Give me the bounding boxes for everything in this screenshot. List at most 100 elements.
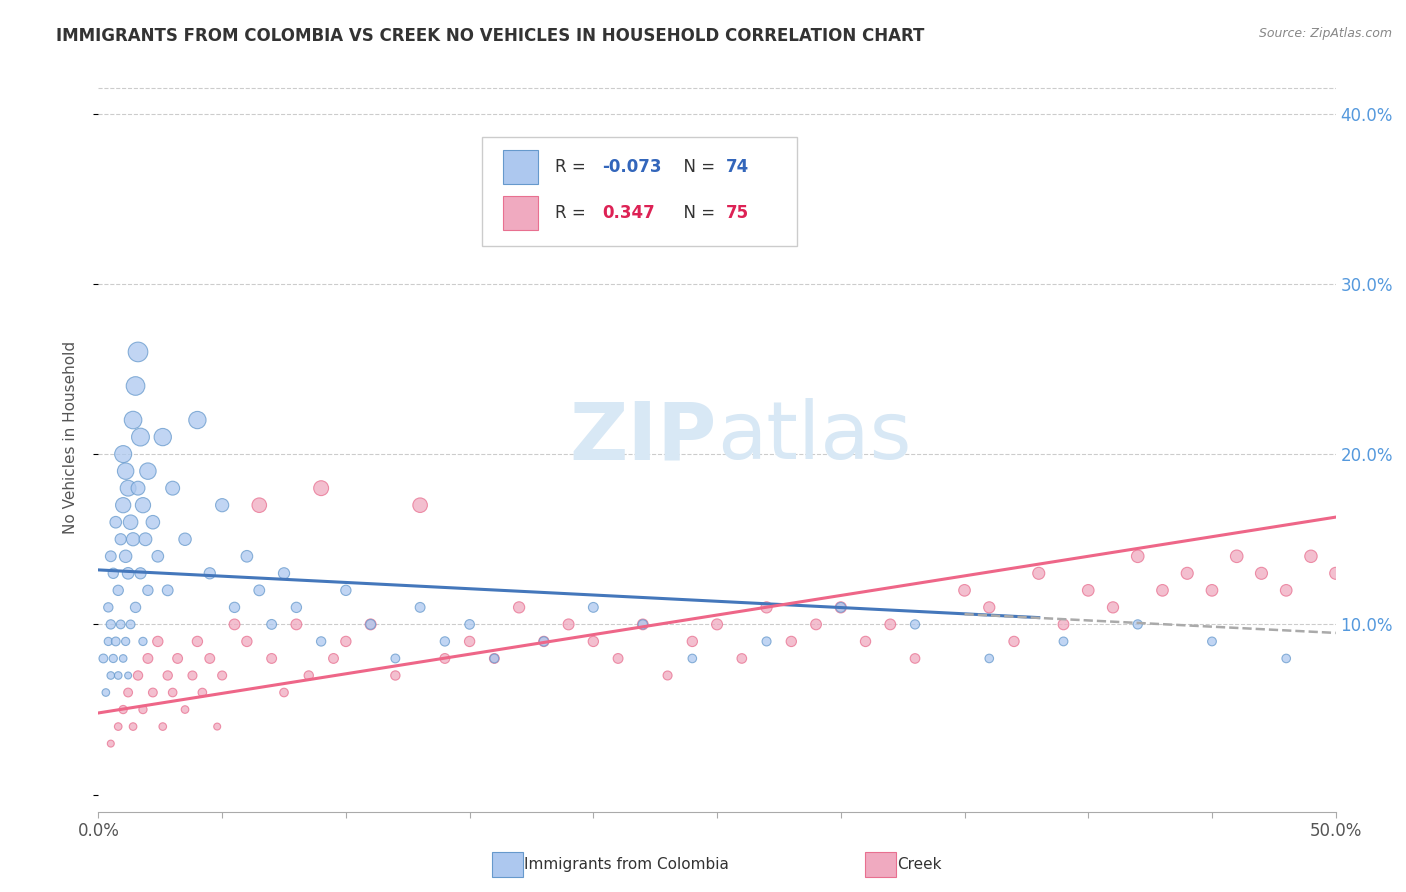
- Point: [879, 617, 901, 632]
- Point: [780, 634, 803, 648]
- Point: [1152, 583, 1174, 598]
- Point: [136, 464, 159, 478]
- Point: [1028, 566, 1050, 581]
- Point: [657, 668, 679, 682]
- Text: 74: 74: [725, 158, 749, 176]
- Text: Source: ZipAtlas.com: Source: ZipAtlas.com: [1258, 27, 1392, 40]
- Point: [152, 720, 174, 734]
- Point: [904, 651, 927, 665]
- Point: [142, 515, 165, 529]
- Point: [322, 651, 344, 665]
- Text: N =: N =: [672, 204, 720, 222]
- Point: [104, 515, 127, 529]
- Point: [236, 549, 259, 564]
- Point: [174, 702, 197, 716]
- Text: IMMIGRANTS FROM COLOMBIA VS CREEK NO VEHICLES IN HOUSEHOLD CORRELATION CHART: IMMIGRANTS FROM COLOMBIA VS CREEK NO VEH…: [56, 27, 925, 45]
- Text: 0.347: 0.347: [602, 204, 655, 222]
- Point: [830, 600, 852, 615]
- Point: [533, 634, 555, 648]
- Point: [107, 668, 129, 682]
- Y-axis label: No Vehicles in Household: No Vehicles in Household: [63, 341, 77, 533]
- Text: Immigrants from Colombia: Immigrants from Colombia: [524, 857, 730, 871]
- Text: atlas: atlas: [717, 398, 911, 476]
- Text: R =: R =: [555, 204, 591, 222]
- Point: [122, 720, 145, 734]
- Point: [1250, 566, 1272, 581]
- Point: [309, 481, 332, 495]
- Point: [146, 634, 169, 648]
- Point: [582, 600, 605, 615]
- Point: [755, 634, 778, 648]
- Point: [236, 634, 259, 648]
- Point: [117, 685, 139, 699]
- Point: [631, 617, 654, 632]
- Point: [508, 600, 530, 615]
- Point: [114, 634, 136, 648]
- Point: [117, 566, 139, 581]
- Point: [1201, 583, 1223, 598]
- Point: [122, 533, 145, 547]
- Point: [755, 600, 778, 615]
- Point: [103, 651, 125, 665]
- Point: [360, 617, 382, 632]
- Point: [1324, 566, 1347, 581]
- Text: -0.073: -0.073: [602, 158, 661, 176]
- Point: [124, 379, 146, 393]
- Point: [100, 617, 122, 632]
- Bar: [503, 196, 537, 230]
- Point: [458, 634, 481, 648]
- Point: [904, 617, 927, 632]
- Point: [298, 668, 321, 682]
- Text: R =: R =: [555, 158, 591, 176]
- Point: [582, 634, 605, 648]
- Point: [156, 668, 179, 682]
- Point: [409, 600, 432, 615]
- Point: [681, 634, 703, 648]
- Point: [120, 617, 142, 632]
- Point: [1350, 533, 1372, 547]
- Point: [93, 651, 115, 665]
- Point: [1399, 533, 1406, 547]
- Point: [129, 430, 152, 444]
- Text: Creek: Creek: [897, 857, 942, 871]
- Point: [631, 617, 654, 632]
- Point: [132, 702, 155, 716]
- Point: [112, 702, 135, 716]
- Point: [132, 498, 155, 512]
- Point: [285, 617, 308, 632]
- Point: [979, 651, 1001, 665]
- Text: 75: 75: [725, 204, 749, 222]
- Point: [166, 651, 188, 665]
- Point: [186, 413, 208, 427]
- Point: [1102, 600, 1125, 615]
- Text: ZIP: ZIP: [569, 398, 717, 476]
- Point: [855, 634, 877, 648]
- Point: [1126, 549, 1149, 564]
- Point: [309, 634, 332, 648]
- Point: [804, 617, 827, 632]
- Point: [124, 600, 146, 615]
- Point: [731, 651, 754, 665]
- Point: [117, 481, 139, 495]
- Point: [409, 498, 432, 512]
- Point: [134, 533, 156, 547]
- Point: [830, 600, 852, 615]
- Point: [205, 720, 228, 734]
- Point: [198, 566, 221, 581]
- Point: [127, 481, 149, 495]
- Point: [706, 617, 728, 632]
- Point: [1226, 549, 1249, 564]
- Point: [1002, 634, 1025, 648]
- Point: [112, 447, 135, 461]
- Point: [1275, 651, 1298, 665]
- Point: [1052, 617, 1074, 632]
- Point: [335, 583, 357, 598]
- Point: [112, 651, 135, 665]
- Point: [458, 617, 481, 632]
- Point: [129, 566, 152, 581]
- Point: [1201, 634, 1223, 648]
- Point: [186, 634, 208, 648]
- Point: [360, 617, 382, 632]
- Point: [681, 651, 703, 665]
- Point: [146, 549, 169, 564]
